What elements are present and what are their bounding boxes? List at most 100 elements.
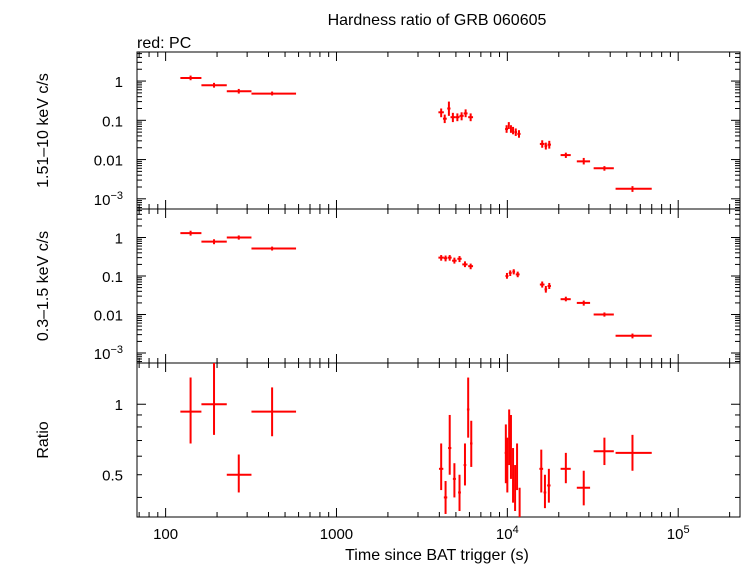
data-point-hard-band — [455, 113, 460, 122]
y-tick-label: 0.5 — [102, 468, 123, 485]
data-point-hard-band — [560, 152, 571, 158]
data-point-hard-band — [615, 186, 652, 192]
data-point-soft-band — [560, 296, 571, 302]
data-point-soft-band — [515, 271, 520, 278]
chart-title: Hardness ratio of GRB 060605 — [328, 12, 547, 29]
data-point-ratio — [180, 377, 202, 444]
y-tick-label: 0.01 — [94, 153, 123, 170]
data-point-hard-band — [593, 166, 614, 171]
y-axis-label-soft-band: 0.3–1.5 keV c/s — [35, 231, 52, 341]
data-point-ratio — [593, 437, 614, 466]
panel-hard-band: 1 0.1 0.01 10−3 1.51–10 keV c/s — [35, 51, 741, 210]
panel-frame-soft-band — [136, 208, 741, 364]
y-tick-label: 1 — [115, 74, 123, 91]
chart-subtitle: red: PC — [137, 35, 191, 52]
data-point-ratio — [443, 481, 448, 514]
x-tick-label: 105 — [667, 524, 690, 543]
data-point-ratio — [251, 387, 297, 437]
panel-soft-band: 1 0.1 0.01 10−3 0.3–1.5 keV c/s — [35, 208, 741, 364]
data-point-soft-band — [505, 272, 509, 279]
panel-frame-ratio — [136, 362, 741, 518]
data-point-ratio — [539, 449, 544, 493]
data-point-ratio — [448, 414, 452, 475]
data-point-hard-band — [450, 112, 456, 123]
data-point-hard-band — [468, 113, 474, 122]
data-point-hard-band — [507, 122, 510, 130]
data-point-soft-band — [462, 261, 468, 268]
y-tick-label: 10−3 — [94, 344, 123, 363]
x-tick-label: 1000 — [320, 526, 353, 543]
data-point-hard-band — [514, 128, 518, 136]
data-point-hard-band — [539, 140, 545, 148]
data-point-ratio — [226, 454, 252, 493]
data-point-hard-band — [512, 126, 515, 135]
data-point-hard-band — [544, 142, 548, 150]
data-point-hard-band — [438, 108, 444, 118]
data-point-soft-band — [457, 256, 462, 263]
data-point-soft-band — [251, 246, 297, 251]
data-point-hard-band — [505, 125, 509, 133]
data-point-ratio — [547, 468, 551, 503]
data-point-soft-band — [512, 269, 516, 275]
data-point-ratio — [466, 377, 470, 438]
data-point-ratio — [512, 448, 515, 503]
data-point-hard-band — [517, 130, 521, 138]
data-point-soft-band — [576, 300, 591, 306]
data-point-hard-band — [459, 112, 464, 121]
data-point-hard-band — [251, 91, 297, 96]
data-point-ratio — [514, 465, 517, 512]
data-point-ratio — [576, 470, 591, 506]
data-point-ratio — [506, 437, 509, 493]
data-point-soft-band — [544, 286, 548, 293]
data-point-ratio — [463, 443, 467, 486]
x-axis-label: Time since BAT trigger (s) — [345, 547, 529, 564]
data-point-ratio — [543, 474, 547, 509]
data-point-hard-band — [180, 75, 202, 81]
data-point-soft-band — [593, 312, 614, 317]
y-tick-label: 0.1 — [102, 113, 123, 130]
data-point-soft-band — [438, 255, 444, 261]
data-point-soft-band — [452, 257, 457, 264]
data-point-ratio — [518, 487, 521, 517]
x-tick-label: 100 — [153, 526, 178, 543]
data-point-soft-band — [615, 333, 652, 339]
data-point-ratio — [470, 420, 473, 467]
data-point-soft-band — [443, 255, 448, 262]
data-point-hard-band — [463, 109, 468, 118]
data-point-hard-band — [509, 125, 512, 133]
data-point-soft-band — [547, 282, 551, 289]
data-point-ratio — [438, 443, 444, 491]
y-tick-label: 0.1 — [102, 269, 123, 286]
chart-panels: 1 0.1 0.01 10−3 1.51–10 keV c/s 1 0.1 0.01 10−3 0… — [35, 51, 741, 543]
data-point-soft-band — [468, 263, 474, 270]
data-point-ratio — [452, 463, 456, 498]
data-point-hard-band — [447, 101, 451, 116]
data-point-hard-band — [547, 140, 551, 149]
data-point-ratio — [201, 363, 227, 435]
y-axis-label-ratio: Ratio — [35, 421, 52, 458]
data-point-ratio — [508, 409, 511, 466]
panel-frame-hard-band — [136, 51, 741, 210]
data-point-soft-band — [226, 235, 252, 240]
y-tick-label: 0.01 — [94, 308, 123, 325]
data-point-ratio — [509, 414, 512, 479]
data-point-ratio — [560, 452, 571, 484]
y-tick-label: 10−3 — [94, 190, 123, 209]
data-point-soft-band — [180, 230, 202, 236]
x-tick-label: 104 — [496, 524, 519, 543]
data-point-hard-band — [442, 114, 447, 124]
data-point-soft-band — [201, 239, 227, 245]
y-axis-label-hard-band: 1.51–10 keV c/s — [35, 73, 52, 188]
data-point-soft-band — [539, 281, 545, 288]
y-tick-label: 1 — [115, 231, 123, 248]
panel-ratio: 1 0.5 Ratio — [35, 362, 741, 518]
y-tick-label: 1 — [115, 397, 123, 414]
data-point-soft-band — [447, 255, 452, 261]
data-point-hard-band — [201, 82, 227, 88]
data-point-ratio — [516, 443, 519, 491]
data-point-hard-band — [226, 88, 252, 94]
data-point-hard-band — [576, 157, 591, 165]
data-point-ratio — [458, 474, 461, 512]
data-point-soft-band — [508, 270, 512, 277]
